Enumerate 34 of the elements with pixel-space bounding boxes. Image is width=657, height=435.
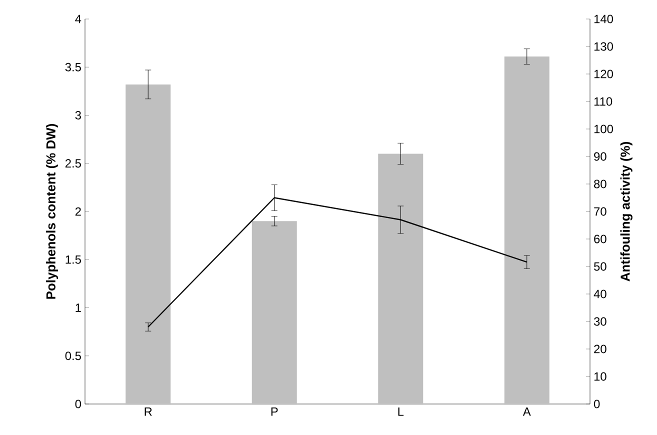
y2-tick-label: 110 (594, 97, 612, 106)
y2-tick-label: 50 (594, 262, 606, 271)
y2-tick-label: 100 (594, 124, 614, 134)
x-tick-label: P (271, 408, 278, 416)
y-tick-label: 2 (75, 207, 81, 216)
y2-tick-label: 70 (594, 207, 606, 216)
y2-tick-label: 80 (594, 180, 606, 188)
y2-tick-label: 30 (594, 317, 606, 326)
bar (252, 221, 297, 404)
y-tick-label: 4 (75, 14, 82, 24)
y-tick-label: 3.5 (65, 62, 81, 72)
y2-tick-label: 130 (594, 42, 614, 51)
y-tick-label: 1 (76, 304, 81, 312)
y2-axis-title: Antifouling activity (%) (620, 142, 632, 282)
y-tick-label: 1.5 (66, 255, 81, 264)
y-tick-label: 0 (75, 400, 82, 408)
y-tick-label: 2.5 (65, 159, 81, 168)
x-tick-label: R (144, 408, 152, 416)
bar (126, 84, 171, 404)
y2-tick-label: 60 (594, 234, 606, 244)
y2-tick-label: 40 (594, 290, 606, 298)
y2-tick-label: 20 (594, 344, 606, 354)
y-tick-label: 0.5 (65, 352, 81, 360)
y2-tick-label: 90 (594, 152, 606, 161)
y2-tick-label: 120 (594, 70, 614, 78)
y2-tick-label: 0 (594, 400, 600, 408)
y-axis-title: Polyphenols content (% DW) (46, 124, 58, 299)
bar (504, 56, 550, 404)
y2-tick-label: 10 (594, 372, 606, 381)
x-tick-label: L (398, 408, 404, 416)
x-tick-label: A (522, 408, 531, 416)
bar (378, 154, 424, 404)
y-tick-label: 3 (75, 111, 81, 120)
y2-tick-label: 140 (594, 14, 614, 24)
